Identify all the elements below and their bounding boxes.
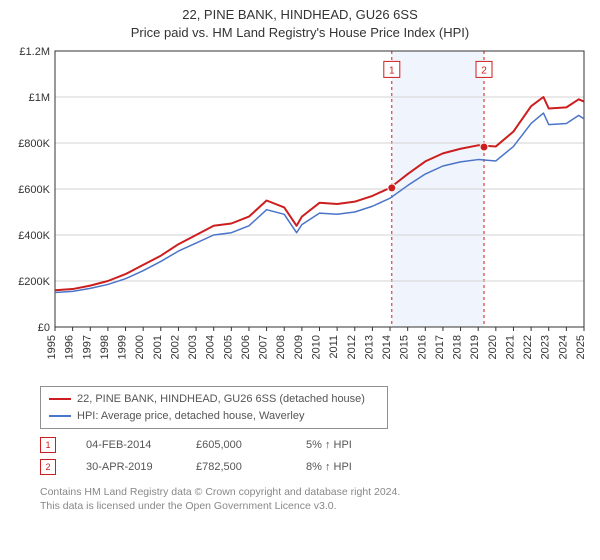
legend-row-red: 22, PINE BANK, HINDHEAD, GU26 6SS (detac… bbox=[49, 391, 379, 408]
marker-badge-2: 2 bbox=[40, 459, 56, 475]
svg-text:2004: 2004 bbox=[205, 335, 217, 359]
svg-text:2: 2 bbox=[481, 65, 487, 76]
svg-text:2000: 2000 bbox=[134, 335, 146, 359]
sale-delta: 8% ↑ HPI bbox=[306, 461, 386, 473]
legend-label-blue: HPI: Average price, detached house, Wave… bbox=[77, 408, 304, 425]
svg-text:2020: 2020 bbox=[487, 335, 499, 359]
svg-text:£1.2M: £1.2M bbox=[19, 46, 50, 58]
svg-text:£400K: £400K bbox=[18, 230, 50, 242]
svg-text:2007: 2007 bbox=[258, 335, 270, 359]
chart-title: 22, PINE BANK, HINDHEAD, GU26 6SS bbox=[10, 6, 590, 24]
svg-text:2024: 2024 bbox=[557, 335, 569, 359]
footer: Contains HM Land Registry data © Crown c… bbox=[40, 485, 590, 513]
table-row: 1 04-FEB-2014 £605,000 5% ↑ HPI bbox=[40, 437, 590, 453]
svg-text:1998: 1998 bbox=[99, 335, 111, 359]
svg-text:2019: 2019 bbox=[469, 335, 481, 359]
svg-text:2001: 2001 bbox=[152, 335, 164, 359]
legend-swatch-blue bbox=[49, 415, 71, 417]
svg-text:2014: 2014 bbox=[381, 335, 393, 359]
chart-area: £0 £200K £400K £600K £800K £1M £1.2M 1995 1996 19… bbox=[10, 45, 590, 380]
chart-subtitle: Price paid vs. HM Land Registry's House … bbox=[10, 24, 590, 42]
sale-price: £782,500 bbox=[196, 461, 276, 473]
svg-text:2017: 2017 bbox=[434, 335, 446, 359]
legend: 22, PINE BANK, HINDHEAD, GU26 6SS (detac… bbox=[40, 386, 388, 429]
svg-text:£200K: £200K bbox=[18, 276, 50, 288]
table-row: 2 30-APR-2019 £782,500 8% ↑ HPI bbox=[40, 459, 590, 475]
svg-text:2010: 2010 bbox=[311, 335, 323, 359]
svg-text:2006: 2006 bbox=[240, 335, 252, 359]
svg-text:£600K: £600K bbox=[18, 184, 50, 196]
svg-text:2005: 2005 bbox=[222, 335, 234, 359]
svg-text:£0: £0 bbox=[38, 322, 50, 334]
svg-text:2011: 2011 bbox=[328, 335, 340, 359]
svg-text:2025: 2025 bbox=[575, 335, 587, 359]
svg-text:2008: 2008 bbox=[275, 335, 287, 359]
svg-text:2023: 2023 bbox=[540, 335, 552, 359]
sales-table: 1 04-FEB-2014 £605,000 5% ↑ HPI 2 30-APR… bbox=[40, 437, 590, 481]
legend-label-red: 22, PINE BANK, HINDHEAD, GU26 6SS (detac… bbox=[77, 391, 365, 408]
svg-text:2021: 2021 bbox=[504, 335, 516, 359]
svg-text:2012: 2012 bbox=[346, 335, 358, 359]
footer-line-2: This data is licensed under the Open Gov… bbox=[40, 499, 590, 513]
svg-text:2018: 2018 bbox=[452, 335, 464, 359]
svg-text:1999: 1999 bbox=[117, 335, 129, 359]
marker-badge-1: 1 bbox=[40, 437, 56, 453]
svg-text:2002: 2002 bbox=[169, 335, 181, 359]
svg-text:1995: 1995 bbox=[46, 335, 58, 359]
legend-row-blue: HPI: Average price, detached house, Wave… bbox=[49, 408, 379, 425]
svg-text:1996: 1996 bbox=[64, 335, 76, 359]
svg-text:2016: 2016 bbox=[416, 335, 428, 359]
svg-text:1: 1 bbox=[389, 65, 395, 76]
svg-text:£800K: £800K bbox=[18, 138, 50, 150]
legend-swatch-red bbox=[49, 398, 71, 400]
svg-text:2022: 2022 bbox=[522, 335, 534, 359]
svg-text:2003: 2003 bbox=[187, 335, 199, 359]
sale-date: 30-APR-2019 bbox=[86, 461, 166, 473]
svg-text:2009: 2009 bbox=[293, 335, 305, 359]
sale-date: 04-FEB-2014 bbox=[86, 439, 166, 451]
svg-text:2015: 2015 bbox=[399, 335, 411, 359]
footer-line-1: Contains HM Land Registry data © Crown c… bbox=[40, 485, 590, 499]
sale-delta: 5% ↑ HPI bbox=[306, 439, 386, 451]
chart-svg: £0 £200K £400K £600K £800K £1M £1.2M 1995 1996 19… bbox=[10, 45, 590, 375]
svg-text:£1M: £1M bbox=[29, 92, 50, 104]
svg-text:2013: 2013 bbox=[363, 335, 375, 359]
svg-text:1997: 1997 bbox=[81, 335, 93, 359]
sale-price: £605,000 bbox=[196, 439, 276, 451]
